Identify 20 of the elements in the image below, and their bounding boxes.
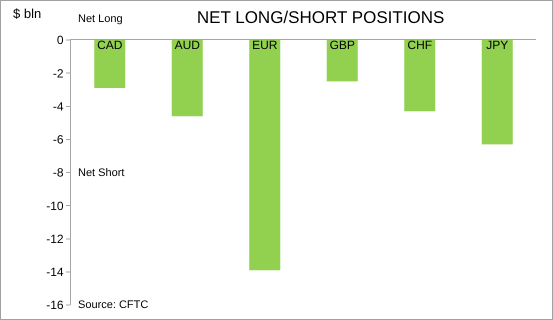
x-tick-label: CAD (97, 38, 123, 52)
text: Net Long (78, 13, 123, 25)
y-tick-label: -16 (46, 298, 64, 312)
x-tick-label: EUR (252, 38, 278, 52)
x-tick-label: AUD (174, 38, 200, 52)
y-tick-label: -6 (52, 132, 64, 147)
y-tick-label: -4 (52, 99, 64, 114)
x-tick-label: GBP (330, 38, 355, 52)
annotation: Source: CFTC (78, 299, 148, 311)
y-axis-title: $ bln (13, 6, 42, 21)
y-tick-label: -14 (46, 265, 64, 280)
y-tick-label: -12 (46, 232, 64, 246)
annotation: Net Short (78, 167, 124, 179)
chart-title: NET LONG/SHORT POSITIONS (196, 8, 444, 27)
y-tick-label: -2 (52, 66, 64, 80)
x-tick-label: CHF (407, 38, 432, 52)
y-tick-label: 0 (56, 33, 64, 48)
x-tick-label: JPY (486, 38, 508, 52)
y-tick-label: -10 (46, 198, 64, 213)
y-tick-label: -8 (52, 166, 64, 180)
